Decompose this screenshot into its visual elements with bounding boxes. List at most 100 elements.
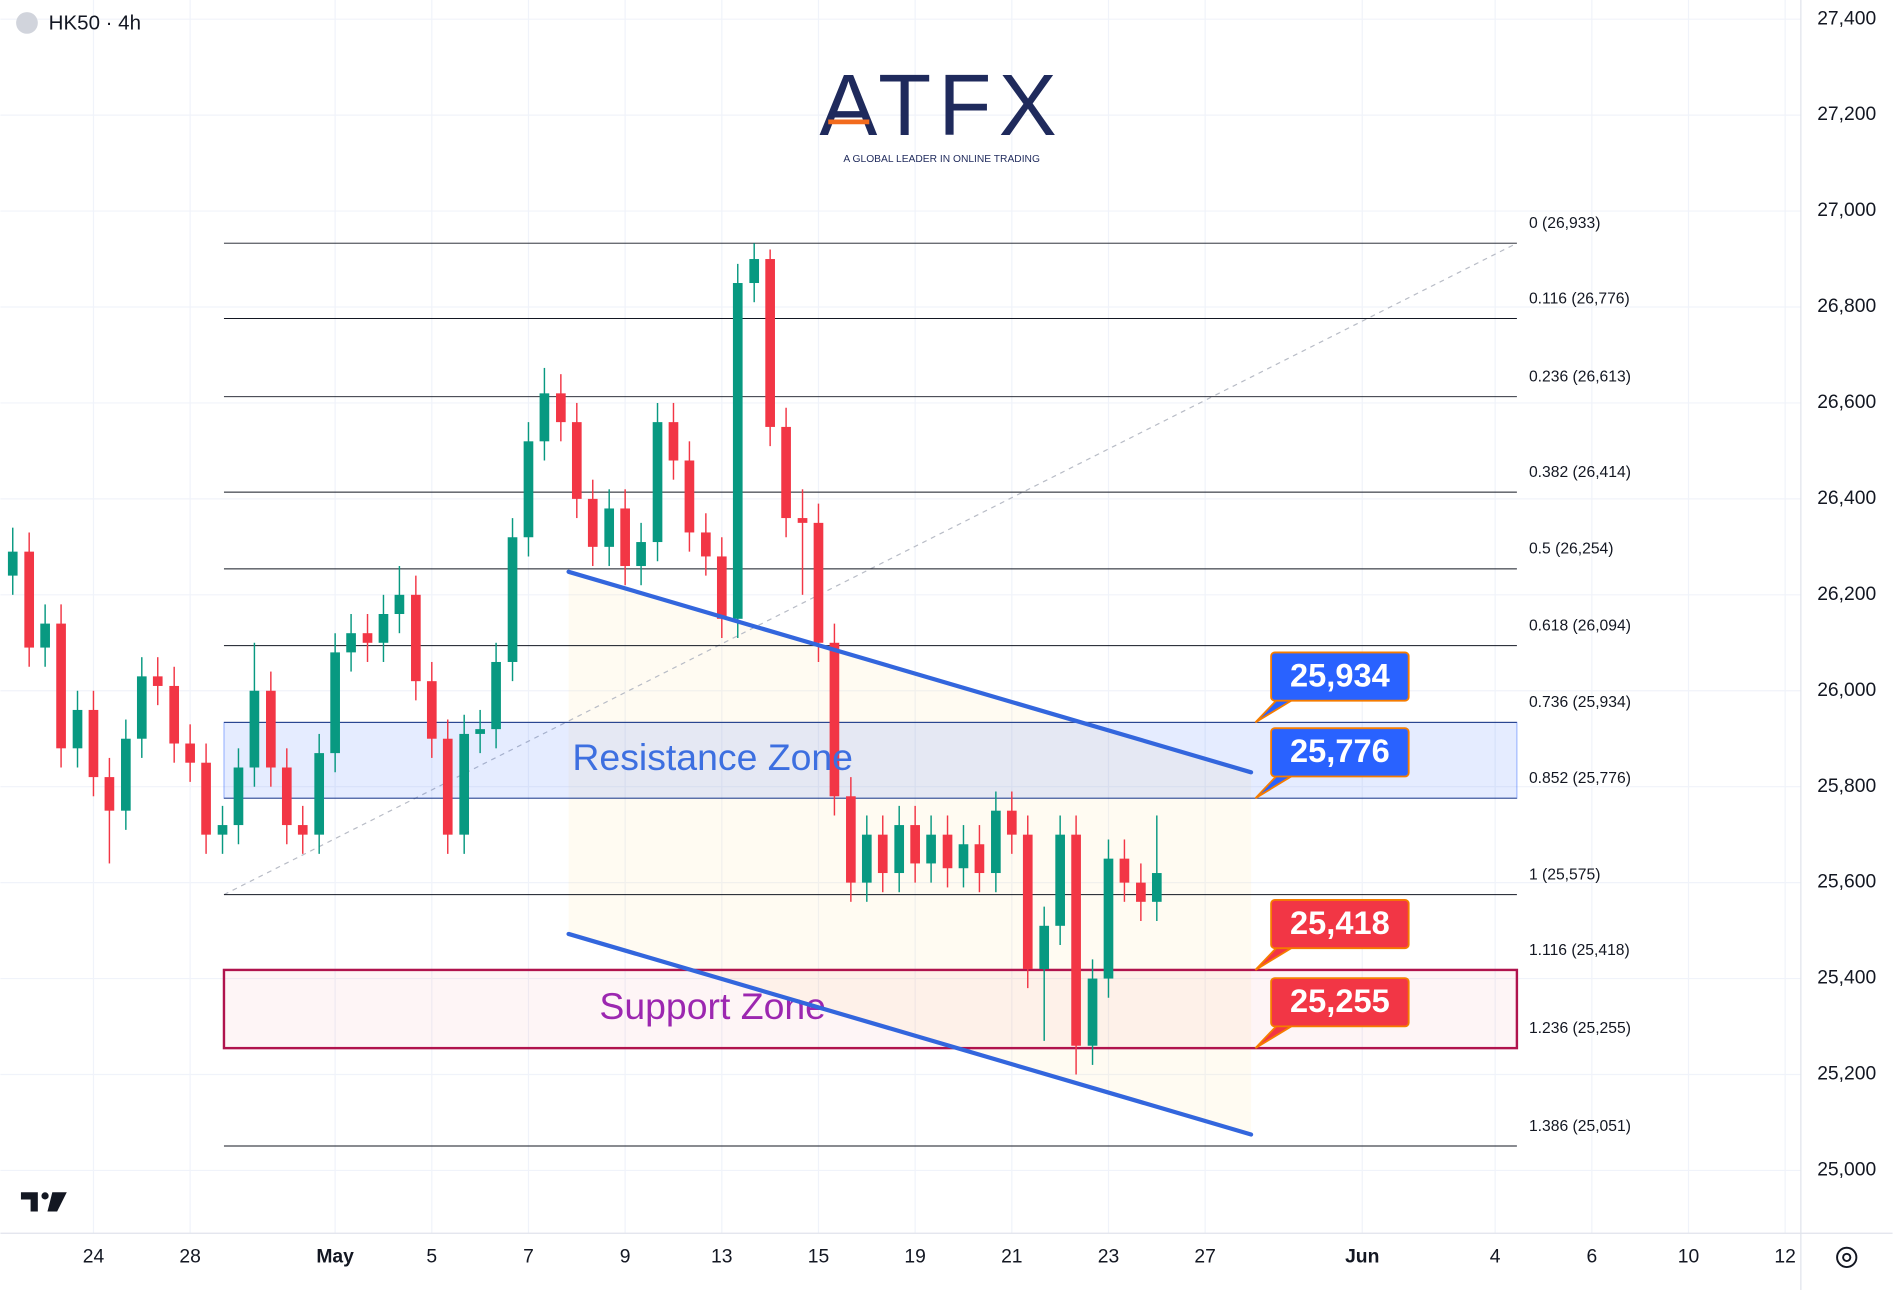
candle-body <box>266 690 276 768</box>
candle-body <box>152 676 163 686</box>
candle-body <box>249 690 260 768</box>
x-tick-label: 27 <box>1194 1247 1215 1268</box>
settings-icon-core[interactable] <box>1842 1252 1852 1263</box>
fib-level-label: 1.236 (25,255) <box>1529 1020 1631 1037</box>
candle-body <box>169 685 180 744</box>
candle-body <box>136 676 147 739</box>
zone-label: Resistance Zone <box>572 736 853 778</box>
callout-box <box>1270 977 1410 1028</box>
x-tick-label: 13 <box>711 1247 732 1268</box>
y-tick-label: 25,000 <box>1817 1160 1876 1181</box>
x-tick-label: 23 <box>1098 1247 1119 1268</box>
candle-body <box>56 623 66 749</box>
candle-body <box>442 738 453 835</box>
tv-logo-v <box>47 1192 67 1212</box>
candle-body <box>297 825 308 835</box>
x-tick-label: 21 <box>1001 1247 1022 1268</box>
x-tick-label: 19 <box>904 1247 925 1268</box>
candle-body <box>281 767 292 826</box>
candle-body <box>765 259 775 427</box>
candle-body <box>1039 925 1050 969</box>
candle-body <box>749 259 760 284</box>
fib-level-label: 0.5 (26,254) <box>1529 541 1614 558</box>
candle-body <box>958 844 969 869</box>
candle-body <box>991 810 1001 874</box>
y-tick-label: 26,000 <box>1817 680 1876 701</box>
y-tick-label: 27,200 <box>1817 104 1876 125</box>
candle-body <box>539 393 550 442</box>
candle-body <box>24 551 35 648</box>
candle-body <box>652 422 663 543</box>
callout-label: 25,934 <box>1290 657 1390 693</box>
symbol-icon <box>16 12 38 34</box>
candle-body <box>491 661 501 730</box>
symbol-title: HK50 · 4h <box>49 12 141 35</box>
y-tick-label: 26,400 <box>1817 488 1876 509</box>
annotations: 0 (26,933) 0.116 (26,776) 0.236 (26,613) 0.… <box>566 215 1631 1137</box>
candle-body <box>1071 834 1081 1046</box>
candle-body <box>1136 882 1146 902</box>
candle-body <box>411 594 421 682</box>
logo-name: ATFX <box>819 57 1064 154</box>
candle-body <box>72 709 83 749</box>
candle-body <box>701 532 711 557</box>
x-tick-label: 15 <box>808 1247 829 1268</box>
candle-body <box>587 498 598 547</box>
logo-tagline: A GLOBAL LEADER IN ONLINE TRADING <box>843 154 1040 165</box>
candle-body <box>314 753 325 835</box>
candle-body <box>217 825 228 835</box>
fib-level-label: 0.116 (26,776) <box>1529 290 1630 307</box>
candle-body <box>636 542 646 567</box>
fib-level-label: 0.618 (26,094) <box>1529 617 1631 634</box>
candle-body <box>604 508 615 547</box>
fib-level-label: 0.736 (25,934) <box>1529 694 1631 711</box>
candle-body <box>846 796 856 883</box>
candle-body <box>201 762 211 835</box>
candle-body <box>1103 858 1114 979</box>
trendline <box>566 569 1254 775</box>
fib-level-label: 0.236 (26,613) <box>1529 369 1631 386</box>
y-tick-label: 25,400 <box>1817 968 1876 989</box>
tv-logo-dot <box>41 1192 49 1200</box>
candle-body <box>732 283 743 619</box>
candle-body <box>185 743 195 763</box>
candle-body <box>1087 978 1098 1046</box>
candle-body <box>571 422 582 499</box>
candle-body <box>877 834 888 874</box>
x-tick-label: 24 <box>83 1247 105 1268</box>
settings-icon[interactable] <box>1836 1246 1858 1269</box>
fib-level-label: 1.386 (25,051) <box>1529 1118 1631 1135</box>
y-tick-label: 25,800 <box>1817 776 1876 797</box>
candle-body <box>1006 810 1017 835</box>
fib-level-label: 0.852 (25,776) <box>1529 770 1631 787</box>
candle-body <box>459 733 470 835</box>
candle-body <box>362 633 373 643</box>
candle-body <box>378 614 389 643</box>
candle-body <box>829 642 840 797</box>
y-tick-label: 25,200 <box>1817 1064 1876 1085</box>
candle-body <box>974 844 985 874</box>
candle-body <box>507 537 518 662</box>
x-tick-label: 10 <box>1678 1247 1699 1268</box>
fib-level-label: 0.382 (26,414) <box>1529 464 1631 481</box>
x-tick-label: 12 <box>1774 1247 1795 1268</box>
candles <box>7 243 1162 1075</box>
x-tick-label: 9 <box>620 1247 631 1268</box>
callout-box <box>1270 651 1410 702</box>
y-tick-label: 26,600 <box>1817 392 1876 413</box>
trendline <box>566 931 1254 1137</box>
candle-body <box>233 767 244 826</box>
candle-body <box>523 441 534 538</box>
callout-label: 25,776 <box>1290 733 1390 769</box>
settings-button[interactable] <box>1836 1246 1858 1269</box>
candle-body <box>1151 873 1162 902</box>
tv-logo-t <box>20 1192 38 1212</box>
candle-body <box>1119 858 1130 883</box>
candle-body <box>426 681 437 739</box>
candle-body <box>716 556 727 619</box>
candle-body <box>1055 834 1065 926</box>
candle-body <box>104 777 115 811</box>
